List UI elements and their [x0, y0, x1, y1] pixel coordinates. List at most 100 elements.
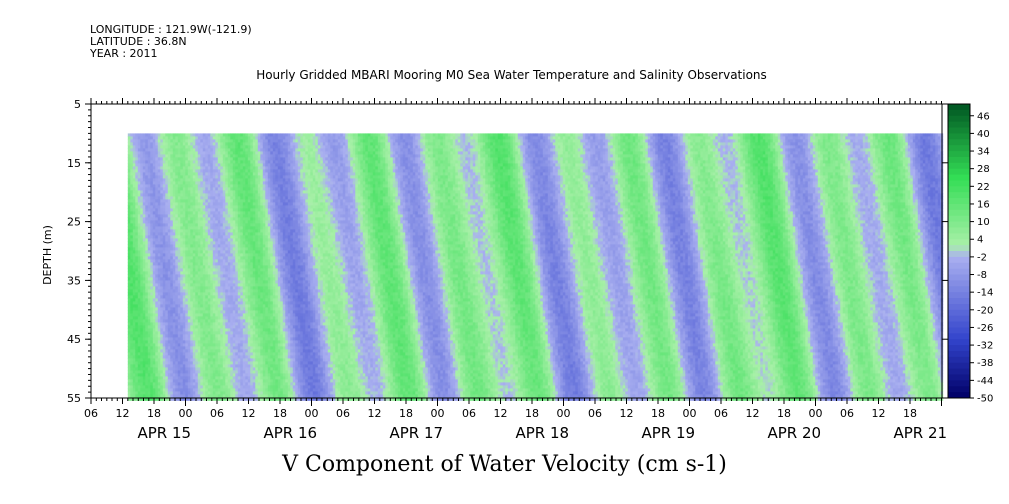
heatmap-cell [153, 346, 156, 349]
heatmap-cell [215, 259, 218, 262]
heatmap-cell [183, 223, 186, 226]
heatmap-cell [193, 280, 196, 283]
heatmap-cell [255, 331, 258, 334]
heatmap-cell [165, 175, 168, 178]
heatmap-cell [190, 388, 193, 391]
heatmap-cell [250, 265, 253, 268]
heatmap-cell [230, 268, 233, 271]
heatmap-cell [228, 379, 231, 382]
heatmap-cell [138, 172, 141, 175]
heatmap-cell [215, 169, 218, 172]
heatmap-cell [143, 214, 146, 217]
heatmap-cell [208, 133, 211, 136]
heatmap-cell [260, 145, 263, 148]
heatmap-cell [250, 241, 253, 244]
heatmap-cell [138, 154, 141, 157]
heatmap-cell [233, 379, 236, 382]
heatmap-cell [158, 280, 161, 283]
heatmap-cell [260, 361, 263, 364]
heatmap-cell [218, 304, 221, 307]
heatmap-cell [163, 178, 166, 181]
heatmap-cell [155, 190, 158, 193]
heatmap-cell [128, 199, 131, 202]
heatmap-cell [253, 181, 256, 184]
heatmap-cell [170, 175, 173, 178]
heatmap-cell [260, 199, 263, 202]
heatmap-cell [253, 325, 256, 328]
heatmap-cell [240, 244, 243, 247]
heatmap-cell [190, 325, 193, 328]
heatmap-cell [238, 223, 241, 226]
heatmap-cell [230, 172, 233, 175]
heatmap-cell [140, 283, 143, 286]
heatmap-cell [198, 244, 201, 247]
heatmap-cell [218, 139, 221, 142]
heatmap-cell [143, 223, 146, 226]
heatmap-cell [163, 289, 166, 292]
heatmap-cell [190, 301, 193, 304]
heatmap-cell [188, 331, 191, 334]
heatmap-cell [210, 244, 213, 247]
heatmap-cell [183, 232, 186, 235]
heatmap-cell [200, 286, 203, 289]
heatmap-cell [165, 190, 168, 193]
heatmap-cell [203, 241, 206, 244]
heatmap-cell [190, 193, 193, 196]
heatmap-cell [225, 160, 228, 163]
heatmap-cell [213, 367, 216, 370]
heatmap-cell [243, 301, 246, 304]
heatmap-cell [208, 358, 211, 361]
heatmap-cell [130, 388, 133, 391]
heatmap-cell [188, 289, 191, 292]
heatmap-cell [255, 289, 258, 292]
heatmap-cell [135, 190, 138, 193]
heatmap-cell [230, 334, 233, 337]
heatmap-cell [243, 250, 246, 253]
heatmap-cell [223, 334, 226, 337]
heatmap-cell [240, 289, 243, 292]
heatmap-cell [235, 334, 238, 337]
heatmap-cell [240, 370, 243, 373]
heatmap-cell [190, 394, 193, 397]
heatmap-cell [225, 361, 228, 364]
heatmap-cell [245, 172, 248, 175]
heatmap-cell [250, 385, 253, 388]
heatmap-cell [175, 292, 178, 295]
heatmap-cell [263, 241, 266, 244]
heatmap-cell [223, 382, 226, 385]
heatmap-cell [230, 247, 233, 250]
heatmap-cell [213, 289, 216, 292]
heatmap-cell [243, 295, 246, 298]
heatmap-cell [128, 274, 131, 277]
heatmap-cell [245, 259, 248, 262]
heatmap-cell [210, 307, 213, 310]
heatmap-cell [138, 334, 141, 337]
heatmap-cell [195, 277, 198, 280]
heatmap-cell [165, 376, 168, 379]
heatmap-cell [230, 199, 233, 202]
heatmap-cell [235, 241, 238, 244]
heatmap-cell [153, 328, 156, 331]
heatmap-cell [160, 367, 163, 370]
heatmap-cell [263, 319, 266, 322]
heatmap-cell [185, 382, 188, 385]
heatmap-cell [198, 151, 201, 154]
heatmap-cell [260, 364, 263, 367]
heatmap-cell [223, 280, 226, 283]
heatmap-cell [225, 367, 228, 370]
heatmap-cell [250, 295, 253, 298]
heatmap-cell [223, 283, 226, 286]
heatmap-cell [213, 223, 216, 226]
heatmap-cell [145, 337, 148, 340]
heatmap-cell [250, 328, 253, 331]
heatmap-cell [140, 151, 143, 154]
heatmap-cell [155, 328, 158, 331]
heatmap-cell [200, 133, 203, 136]
heatmap-cell [238, 181, 241, 184]
heatmap-cell [220, 160, 223, 163]
heatmap-cell [145, 238, 148, 241]
heatmap-cell [195, 160, 198, 163]
heatmap-cell [140, 229, 143, 232]
heatmap-cell [223, 163, 226, 166]
heatmap-cell [243, 280, 246, 283]
